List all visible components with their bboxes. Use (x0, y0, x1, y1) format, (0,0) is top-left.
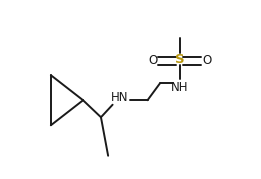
Text: O: O (202, 54, 211, 67)
Text: NH: NH (171, 81, 188, 94)
Text: O: O (148, 54, 157, 67)
Text: S: S (175, 53, 185, 66)
Text: HN: HN (111, 91, 128, 104)
